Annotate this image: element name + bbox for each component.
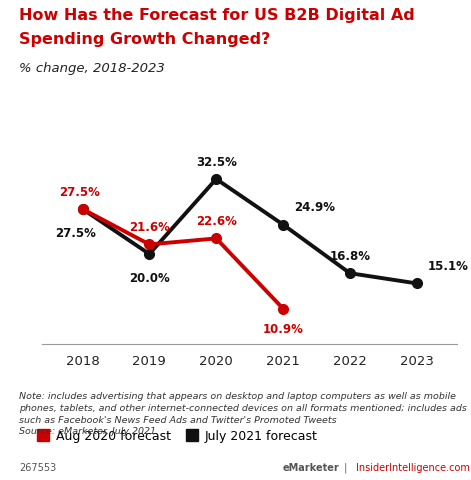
- Text: 21.6%: 21.6%: [129, 221, 170, 234]
- Text: 24.9%: 24.9%: [294, 201, 335, 214]
- Text: InsiderIntelligence.com: InsiderIntelligence.com: [356, 462, 470, 472]
- Text: 32.5%: 32.5%: [196, 156, 236, 168]
- Text: 10.9%: 10.9%: [263, 323, 303, 336]
- Text: 20.0%: 20.0%: [129, 271, 170, 284]
- Text: 267553: 267553: [19, 462, 56, 472]
- Text: How Has the Forecast for US B2B Digital Ad: How Has the Forecast for US B2B Digital …: [19, 8, 414, 23]
- Text: |: |: [341, 462, 351, 472]
- Text: 27.5%: 27.5%: [59, 185, 100, 198]
- Text: 15.1%: 15.1%: [428, 260, 469, 273]
- Text: Note: includes advertising that appears on desktop and laptop computers as well : Note: includes advertising that appears …: [19, 391, 467, 435]
- Text: 22.6%: 22.6%: [196, 215, 236, 228]
- Legend: Aug 2020 forecast, July 2021 forecast: Aug 2020 forecast, July 2021 forecast: [32, 424, 323, 447]
- Text: 27.5%: 27.5%: [55, 226, 96, 239]
- Text: % change, 2018-2023: % change, 2018-2023: [19, 62, 164, 75]
- Text: eMarketer: eMarketer: [283, 462, 339, 472]
- Text: 16.8%: 16.8%: [329, 250, 370, 263]
- Text: Spending Growth Changed?: Spending Growth Changed?: [19, 32, 270, 47]
